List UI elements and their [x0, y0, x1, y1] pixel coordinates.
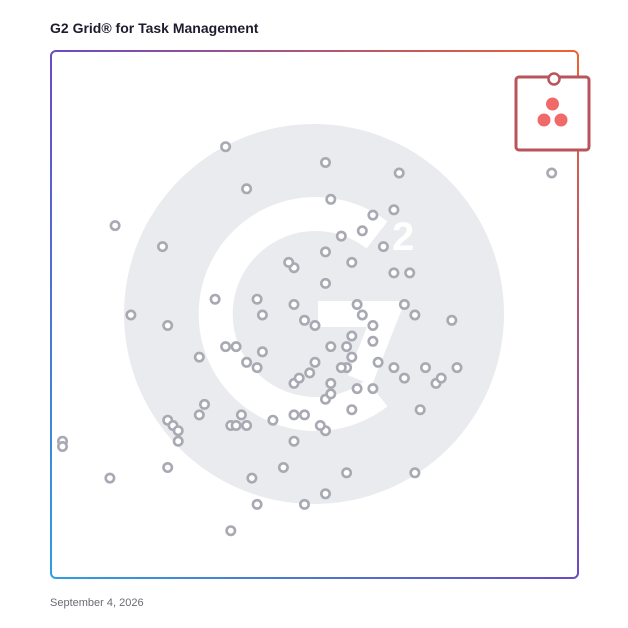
product-point[interactable] — [325, 193, 337, 205]
product-point[interactable] — [172, 425, 184, 437]
product-point[interactable] — [446, 314, 458, 326]
svg-text:2: 2 — [392, 215, 414, 259]
product-point[interactable] — [288, 409, 300, 421]
product-point[interactable] — [356, 309, 368, 321]
product-point[interactable] — [288, 435, 300, 447]
asana-logo-icon — [537, 97, 568, 127]
product-point[interactable] — [367, 335, 379, 347]
product-point[interactable] — [256, 346, 268, 358]
product-point[interactable] — [319, 488, 331, 500]
product-point[interactable] — [341, 467, 353, 479]
product-point[interactable] — [325, 377, 337, 389]
product-point[interactable] — [419, 362, 431, 374]
product-point[interactable] — [319, 157, 331, 169]
data-points — [56, 141, 558, 537]
highlighted-product[interactable] — [514, 72, 591, 152]
product-point[interactable] — [251, 498, 263, 510]
product-point[interactable] — [298, 409, 310, 421]
product-point[interactable] — [325, 388, 337, 400]
product-point[interactable] — [346, 404, 358, 416]
product-point[interactable] — [162, 461, 174, 473]
product-point[interactable] — [251, 362, 263, 374]
product-point[interactable] — [346, 330, 358, 342]
product-point[interactable] — [288, 298, 300, 310]
product-point[interactable] — [256, 309, 268, 321]
product-point[interactable] — [319, 246, 331, 258]
report-date: September 4, 2026 — [50, 597, 144, 609]
product-point[interactable] — [388, 267, 400, 279]
product-point[interactable] — [220, 141, 232, 153]
product-point[interactable] — [246, 472, 258, 484]
product-point[interactable] — [172, 435, 184, 447]
product-point[interactable] — [209, 293, 221, 305]
product-point[interactable] — [335, 230, 347, 242]
product-point[interactable] — [351, 298, 363, 310]
product-point[interactable] — [398, 298, 410, 310]
product-point[interactable] — [341, 341, 353, 353]
product-point[interactable] — [309, 319, 321, 331]
product-point[interactable] — [414, 404, 426, 416]
product-point[interactable] — [241, 356, 253, 368]
product-point[interactable] — [293, 372, 305, 384]
product-point[interactable] — [346, 351, 358, 363]
product-point[interactable] — [241, 419, 253, 431]
product-point[interactable] — [193, 351, 205, 363]
product-point[interactable] — [157, 241, 169, 253]
product-point[interactable] — [409, 309, 421, 321]
product-point[interactable] — [193, 409, 205, 421]
product-point[interactable] — [388, 362, 400, 374]
product-point[interactable] — [367, 383, 379, 395]
product-point[interactable] — [298, 314, 310, 326]
product-point[interactable] — [298, 498, 310, 510]
product-point[interactable] — [367, 209, 379, 221]
product-point[interactable] — [356, 225, 368, 237]
product-point[interactable] — [230, 341, 242, 353]
product-point[interactable] — [109, 220, 121, 232]
product-point[interactable] — [283, 256, 295, 268]
product-point[interactable] — [393, 167, 405, 179]
product-point[interactable] — [225, 525, 237, 537]
product-point[interactable] — [304, 367, 316, 379]
product-point[interactable] — [377, 241, 389, 253]
product-point[interactable] — [319, 277, 331, 289]
product-point[interactable] — [388, 204, 400, 216]
highlight-pin — [547, 72, 561, 86]
product-point[interactable] — [325, 341, 337, 353]
grid-border — [50, 50, 579, 579]
product-point[interactable] — [367, 319, 379, 331]
product-point[interactable] — [335, 362, 347, 374]
product-point[interactable] — [409, 467, 421, 479]
highlight-frame[interactable] — [514, 75, 591, 152]
product-point[interactable] — [398, 372, 410, 384]
product-point[interactable] — [277, 461, 289, 473]
product-point[interactable] — [435, 372, 447, 384]
product-point[interactable] — [267, 414, 279, 426]
product-point[interactable] — [220, 341, 232, 353]
product-point[interactable] — [372, 356, 384, 368]
product-point[interactable] — [451, 362, 463, 374]
product-point[interactable] — [309, 356, 321, 368]
product-point[interactable] — [404, 267, 416, 279]
product-point[interactable] — [56, 440, 68, 452]
chart-title: G2 Grid® for Task Management — [50, 20, 259, 36]
product-point[interactable] — [235, 409, 247, 421]
product-point[interactable] — [104, 472, 116, 484]
product-point[interactable] — [241, 183, 253, 195]
product-point[interactable] — [346, 256, 358, 268]
product-point[interactable] — [230, 419, 242, 431]
product-point[interactable] — [251, 293, 263, 305]
product-point[interactable] — [162, 319, 174, 331]
product-point[interactable] — [125, 309, 137, 321]
product-point[interactable] — [314, 419, 326, 431]
product-point[interactable] — [351, 383, 363, 395]
product-point[interactable] — [199, 398, 211, 410]
product-point[interactable] — [546, 167, 558, 179]
